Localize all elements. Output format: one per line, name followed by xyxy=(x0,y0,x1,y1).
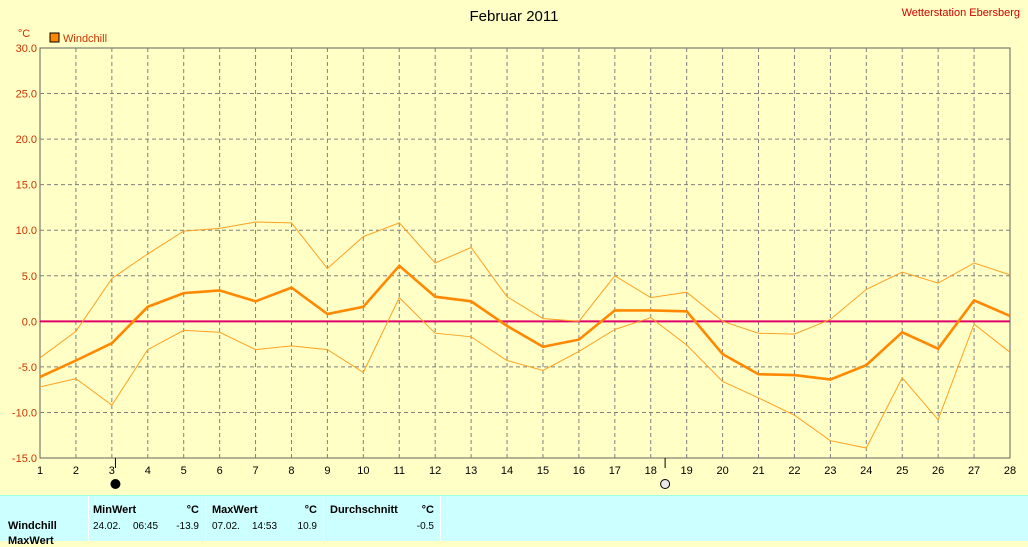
max-value: 10.9 xyxy=(297,521,317,532)
y-tick-label: 20.0 xyxy=(16,134,37,146)
y-tick-label: -5.0 xyxy=(18,362,37,374)
x-tick-label: 8 xyxy=(288,465,294,477)
stats-row-label-partial: MaxWert xyxy=(8,535,54,547)
max-header: MaxWert xyxy=(212,504,258,516)
y-tick-label: 25.0 xyxy=(16,89,37,101)
x-tick-label: 7 xyxy=(252,465,258,477)
x-tick-label: 23 xyxy=(824,465,836,477)
x-tick-label: 10 xyxy=(357,465,369,477)
x-axis: 1 2 3 4 5 6 7 8 9 10 11 12 13 14 15 16 17 18 19 20 21 22 23 24 2… xyxy=(37,465,1016,477)
y-tick-label: 0.0 xyxy=(22,316,37,328)
chart: Februar 2011 Wetterstation Ebersberg °C … xyxy=(12,7,1020,489)
x-tick-label: 16 xyxy=(573,465,585,477)
series-group xyxy=(39,221,1011,449)
x-tick-label: 28 xyxy=(1004,465,1016,477)
grid xyxy=(40,48,1010,458)
min-date: 24.02. xyxy=(93,521,121,532)
x-tick-label: 19 xyxy=(681,465,693,477)
chart-title: Februar 2011 xyxy=(470,8,559,25)
x-tick-label: 24 xyxy=(860,465,872,477)
x-tick-label: 2 xyxy=(73,465,79,477)
x-tick-label: 1 xyxy=(37,465,43,477)
x-tick-label: 18 xyxy=(645,465,657,477)
avg-header: Durchschnitt xyxy=(330,504,398,516)
min-unit: °C xyxy=(186,504,199,516)
stats-avg-column: Durchschnitt °C -0.5 xyxy=(324,496,441,541)
x-tick-label: 14 xyxy=(501,465,513,477)
new-moon-icon xyxy=(110,479,121,489)
stats-table: Windchill MaxWert MinWert °C 24.02. 06:4… xyxy=(0,495,1028,547)
y-tick-label: 30.0 xyxy=(16,43,37,55)
legend-label-windchill: Windchill xyxy=(63,33,107,45)
y-tick-label: 5.0 xyxy=(22,271,37,283)
x-tick-label: 3 xyxy=(109,465,115,477)
plot-area xyxy=(39,47,1011,459)
x-tick-label: 26 xyxy=(932,465,944,477)
x-tick-label: 11 xyxy=(394,465,405,477)
x-tick-label: 17 xyxy=(609,465,621,477)
series-line-average xyxy=(39,263,1011,381)
station-name: Wetterstation Ebersberg xyxy=(902,7,1020,19)
x-tick-label: 12 xyxy=(429,465,441,477)
plot-border xyxy=(39,47,1011,459)
series-line-max xyxy=(39,221,1011,359)
max-unit: °C xyxy=(304,504,317,516)
avg-value: -0.5 xyxy=(416,521,434,532)
stats-label-column: Windchill MaxWert xyxy=(0,496,89,547)
y-axis: 30.0 25.0 20.0 15.0 10.0 5.0 0.0 -5.0 -10.0 -15.0 xyxy=(12,43,37,465)
y-unit-label: °C xyxy=(18,28,30,40)
stats-min-column: MinWert °C 24.02. 06:45 -13.9 xyxy=(89,496,206,541)
x-tick-label: 25 xyxy=(896,465,908,477)
y-tick-label: -10.0 xyxy=(12,407,37,419)
full-moon-icon xyxy=(660,479,671,489)
x-tick-label: 9 xyxy=(324,465,330,477)
min-time: 06:45 xyxy=(133,521,159,532)
x-tick-label: 20 xyxy=(716,465,728,477)
x-tick-label: 22 xyxy=(788,465,800,477)
moon-phases xyxy=(110,458,671,489)
x-tick-label: 6 xyxy=(217,465,223,477)
legend: Windchill xyxy=(49,32,107,45)
stats-row-label: Windchill xyxy=(8,520,57,532)
min-value: -13.9 xyxy=(176,521,199,532)
max-time: 14:53 xyxy=(252,521,278,532)
x-tick-label: 5 xyxy=(181,465,187,477)
x-tick-label: 21 xyxy=(752,465,764,477)
x-tick-label: 4 xyxy=(145,465,151,477)
stats-max-column: MaxWert °C 07.02. 14:53 10.9 xyxy=(206,496,324,541)
legend-swatch xyxy=(49,32,60,43)
y-tick-label: 15.0 xyxy=(16,180,37,192)
avg-unit: °C xyxy=(421,504,434,516)
x-tick-label: 13 xyxy=(465,465,477,477)
y-tick-label: 10.0 xyxy=(16,225,37,237)
series-line-min xyxy=(39,296,1011,449)
x-tick-label: 15 xyxy=(537,465,549,477)
y-tick-label: -15.0 xyxy=(12,453,37,465)
min-header: MinWert xyxy=(93,504,137,516)
x-tick-label: 27 xyxy=(968,465,980,477)
max-date: 07.02. xyxy=(212,521,240,532)
